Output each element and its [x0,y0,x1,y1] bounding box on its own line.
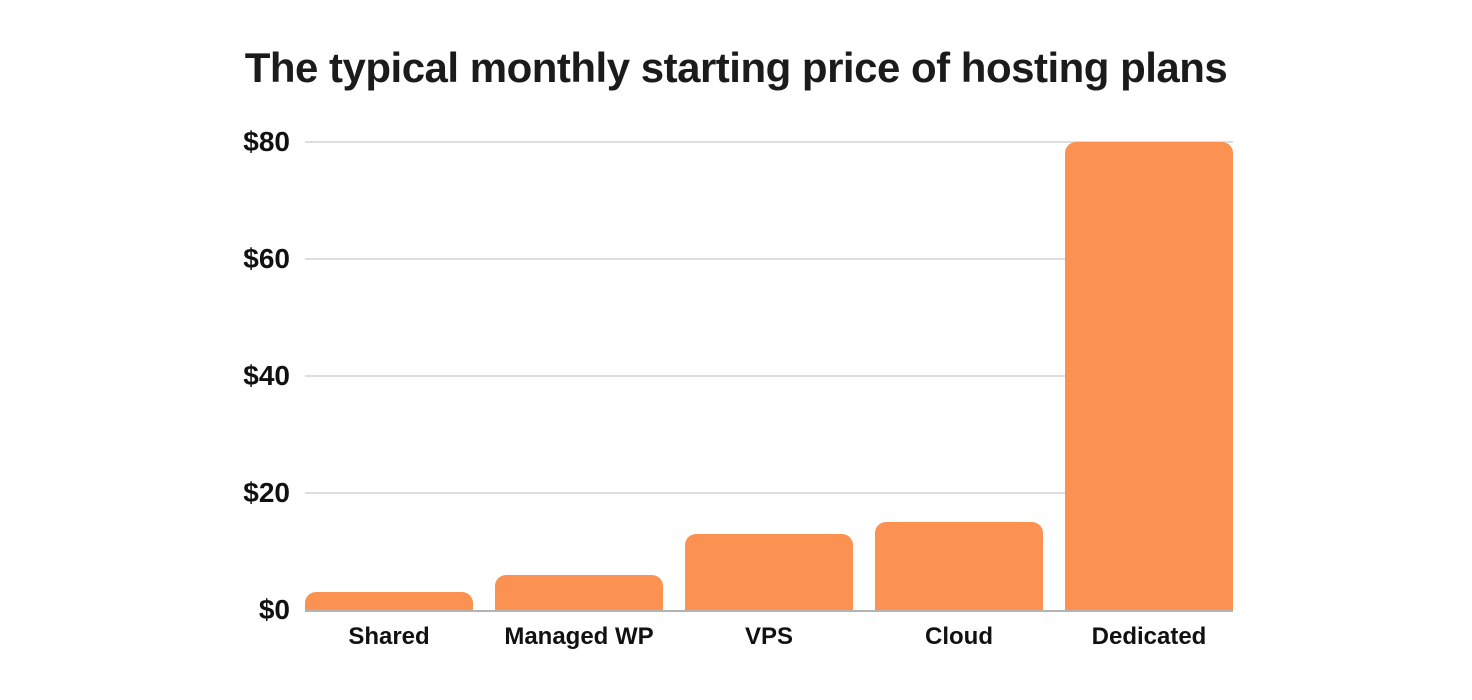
y-tick-label: $20 [243,477,290,508]
y-tick-label: $80 [243,126,290,157]
gridline [305,492,1233,494]
x-axis-label-vps: VPS [744,623,794,650]
x-axis-label-managed-wp: Managed WP [504,623,654,650]
gridline [305,375,1233,377]
y-tick-label: $60 [243,243,290,274]
y-tick-label: $40 [243,360,290,391]
x-axis-label-shared: Shared [348,623,430,650]
gridline [305,141,1233,143]
bar-managed-wp [495,574,663,610]
x-axis-label-cloud: Cloud [925,623,993,650]
x-axis-label-dedicated: Dedicated [1091,623,1207,650]
chart-title: The typical monthly starting price of ho… [244,44,1228,91]
bar-vps [685,533,853,610]
plot-area [305,141,1233,612]
bar-cloud [875,522,1043,610]
bar-dedicated [1065,142,1233,610]
y-tick-label: $0 [258,594,290,625]
gridline [305,258,1233,260]
bar-shared [305,592,473,610]
